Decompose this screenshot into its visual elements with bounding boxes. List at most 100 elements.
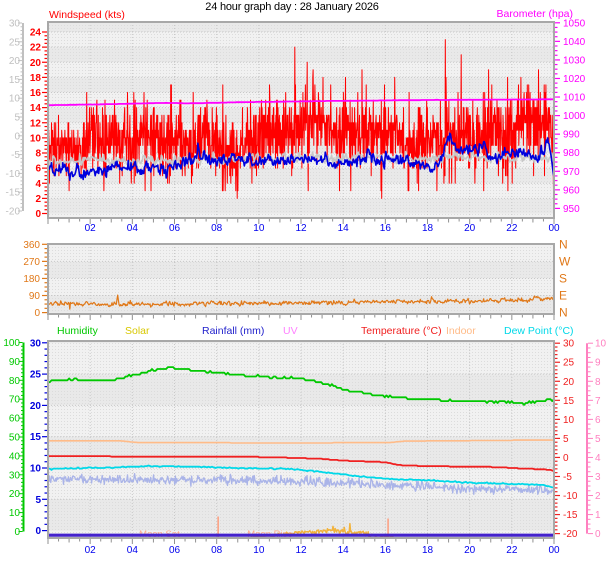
legend-uv: UV (283, 325, 298, 337)
x-axis-hour-label: 12 (295, 545, 307, 556)
axis-tick-label: 20 (30, 401, 42, 412)
axis-tick-label: -5 (563, 472, 572, 483)
x-axis-hour-label: 04 (127, 545, 139, 556)
axis-tick-label: 1 (595, 510, 601, 521)
x-axis-hour-label: 18 (422, 223, 434, 234)
axis-tick-label: 25 (9, 37, 21, 48)
series-wind-average (47, 132, 555, 181)
axis-tick-label: 0 (35, 209, 41, 220)
wind-barometer-panel: 302520151050-5-10-15-2024222018161412108… (6, 18, 586, 234)
axis-tick-label: 8 (35, 149, 41, 160)
axis-tick-label: -5 (11, 150, 20, 161)
x-axis-hour-label: 06 (169, 545, 181, 556)
x-axis-hour-label: 10 (253, 223, 265, 234)
axis-tick-label: 100 (3, 338, 20, 349)
x-axis-hour-label: 00 (548, 545, 560, 556)
legend-indoor: Indoor (446, 325, 476, 337)
axis-tick-label: 25 (30, 370, 42, 381)
temperature-humidity-panel: 1009080706050403020100302520151050302520… (3, 338, 606, 556)
axis-tick-label: 40 (9, 451, 21, 462)
axis-tick-label: 6 (595, 415, 601, 426)
axis-tick-label: 12 (30, 118, 42, 129)
x-axis-hour-label: 00 (548, 223, 560, 234)
series-indoor (48, 439, 554, 444)
axis-tick-label: 5 (563, 434, 569, 445)
axis-tick-label: 90 (29, 291, 41, 302)
barometer-axis-title: Barometer (hpa) (497, 8, 573, 20)
axis-tick-label: 5 (14, 113, 20, 124)
series-apparent (47, 472, 555, 495)
x-axis-hour-label: 04 (127, 223, 139, 234)
axis-tick-label: 970 (563, 167, 580, 178)
axis-tick-label: 6 (35, 164, 41, 175)
axis-tick-label: 1030 (563, 55, 586, 66)
axis-tick-label: 30 (9, 19, 21, 30)
plot-border (47, 340, 555, 539)
x-axis-hour-label: 06 (169, 223, 181, 234)
bottom-panel-legend: Humidity Solar Rainfall (mm) UV Temperat… (57, 325, 574, 337)
legend-humidity: Humidity (57, 325, 99, 337)
x-axis-hour-label: 22 (506, 223, 518, 234)
axis-tick-label: 1050 (563, 18, 586, 29)
axis-tick-label: 360 (23, 240, 40, 251)
legend-dew-point: Dew Point (°C) (504, 325, 574, 337)
legend-temperature: Temperature (°C) (361, 325, 442, 337)
axis-tick-label: 270 (23, 257, 40, 268)
axis-tick-label: 7 (595, 396, 601, 407)
axis-tick-label: 30 (30, 338, 42, 349)
axis-tick-label: 3 (595, 472, 601, 483)
compass-label: W (559, 254, 571, 268)
axis-tick-label: 960 (563, 185, 580, 196)
x-axis-hour-label: 08 (211, 545, 223, 556)
x-axis-hour-label: 02 (85, 223, 97, 234)
axis-tick-label: 10 (30, 464, 42, 475)
axis-tick-label: 0 (35, 526, 41, 537)
series-dew-point (48, 464, 554, 489)
axis-tick-label: 0 (34, 308, 40, 319)
series-wind-gray (47, 149, 555, 167)
axis-tick-label: 20 (9, 489, 21, 500)
x-axis-hour-label: 20 (464, 545, 476, 556)
legend-rainfall: Rainfall (mm) (202, 325, 264, 337)
x-axis-hour-label: 14 (338, 223, 350, 234)
axis-tick-label: -10 (563, 491, 578, 502)
axis-tick-label: 8 (595, 377, 601, 388)
compass-label: S (559, 271, 567, 285)
axis-tick-label: 70 (9, 395, 21, 406)
axis-tick-label: 10 (9, 508, 21, 519)
axis-tick-label: 14 (30, 103, 42, 114)
x-axis-hour-label: 20 (464, 223, 476, 234)
series-wind-gust (47, 39, 555, 214)
x-axis-hour-label: 10 (253, 545, 265, 556)
x-axis-hour-label: 08 (211, 223, 223, 234)
axis-tick-label: 1040 (563, 37, 586, 48)
axis-tick-label: 5 (35, 495, 41, 506)
axis-tick-label: 1000 (563, 111, 586, 122)
compass-label: N (559, 306, 568, 320)
axis-tick-label: 9 (595, 358, 601, 369)
legend-solar: Solar (125, 325, 150, 337)
series-temperature (48, 455, 555, 472)
axis-tick-label: -15 (6, 188, 21, 199)
x-axis-hour-label: 02 (85, 545, 97, 556)
axis-tick-label: -20 (6, 207, 21, 218)
x-axis-hour-label: 14 (338, 545, 350, 556)
axis-tick-label: 0 (563, 453, 569, 464)
axis-tick-label: 180 (23, 274, 40, 285)
axis-tick-label: 20 (9, 56, 21, 67)
series-barometer (48, 98, 554, 107)
plot-border (47, 243, 555, 315)
axis-tick-label: 30 (563, 339, 575, 350)
plot-dither (48, 341, 554, 538)
axis-tick-label: 10 (9, 94, 21, 105)
axis-tick-label: 1020 (563, 74, 586, 85)
x-axis-hour-label: 18 (422, 545, 434, 556)
axis-tick-label: 950 (563, 204, 580, 215)
axis-tick-label: -10 (6, 169, 21, 180)
axis-tick-label: 22 (30, 43, 42, 54)
axis-tick-label: 80 (9, 376, 21, 387)
axis-tick-label: 18 (30, 73, 42, 84)
x-axis-hour-label: 12 (295, 223, 307, 234)
